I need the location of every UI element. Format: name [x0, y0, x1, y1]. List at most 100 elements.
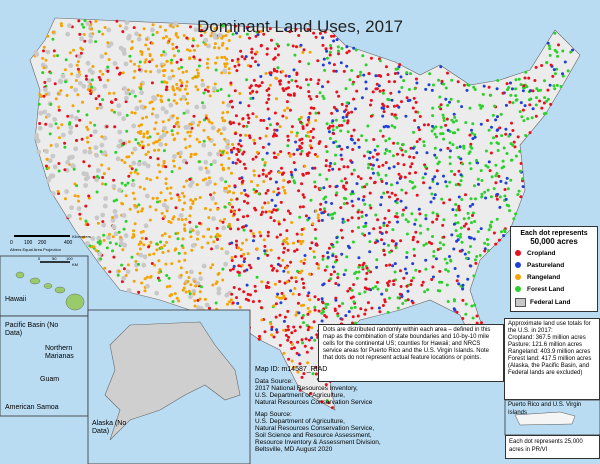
land-use-dot	[309, 198, 313, 202]
land-use-dot	[297, 311, 301, 315]
land-use-dot	[264, 72, 268, 75]
land-use-dot	[199, 285, 203, 289]
land-use-dot	[393, 80, 397, 84]
land-use-dot	[259, 29, 263, 33]
land-use-dot	[101, 222, 107, 228]
land-use-dot	[438, 289, 442, 293]
land-use-dot	[400, 100, 403, 104]
land-use-dot	[454, 119, 458, 123]
land-use-dot	[335, 236, 339, 240]
land-use-dot	[456, 128, 460, 132]
land-use-dot	[414, 110, 418, 114]
land-use-dot	[525, 85, 529, 89]
land-use-dot	[391, 228, 395, 232]
land-use-dot	[182, 185, 186, 189]
land-use-dot	[203, 159, 209, 165]
land-use-dot	[286, 328, 290, 332]
land-use-dot	[279, 301, 283, 305]
land-use-dot	[468, 204, 472, 208]
land-use-dot	[466, 211, 470, 215]
land-use-dot	[495, 128, 499, 132]
land-use-dot	[323, 207, 326, 211]
land-use-dot	[353, 272, 357, 276]
land-use-dot	[270, 328, 274, 331]
land-use-dot	[169, 221, 173, 225]
land-use-dot	[342, 220, 346, 224]
land-use-dot	[433, 132, 437, 136]
land-use-dot	[339, 228, 343, 232]
land-use-dot	[350, 172, 354, 176]
land-use-dot	[82, 25, 86, 29]
land-use-dot	[158, 142, 164, 147]
land-use-dot	[286, 144, 290, 148]
land-use-dot	[170, 58, 174, 62]
land-use-dot	[242, 215, 245, 219]
land-use-dot	[226, 110, 229, 114]
land-use-dot	[425, 151, 429, 155]
land-use-dot	[38, 122, 42, 125]
land-use-dot	[188, 220, 192, 224]
land-use-dot	[518, 169, 522, 173]
land-use-dot	[410, 212, 414, 216]
land-use-dot	[329, 161, 333, 165]
map-source-line: Resource Inventory & Assessment Division…	[255, 439, 381, 446]
land-use-dot	[375, 82, 379, 86]
land-use-dot	[514, 154, 518, 158]
land-use-dot	[390, 98, 394, 102]
land-use-dot	[332, 34, 336, 38]
land-use-dot	[89, 134, 93, 138]
land-use-dot	[340, 123, 344, 127]
land-use-dot	[162, 50, 166, 54]
land-use-dot	[221, 101, 225, 105]
land-use-dot	[295, 73, 299, 76]
land-use-dot	[504, 132, 508, 136]
land-use-dot	[384, 230, 388, 234]
land-use-dot	[401, 153, 405, 157]
land-use-dot	[399, 199, 403, 203]
land-use-dot	[392, 283, 396, 286]
land-use-dot	[164, 182, 168, 185]
land-use-dot	[331, 245, 335, 249]
land-use-dot	[195, 230, 201, 236]
land-use-dot	[242, 260, 246, 263]
land-use-dot	[262, 238, 266, 242]
land-use-dot	[352, 283, 356, 287]
land-use-dot	[121, 213, 127, 218]
land-use-dot	[188, 177, 192, 181]
land-use-dot	[283, 191, 287, 195]
land-use-dot	[375, 265, 379, 269]
land-use-dot	[295, 148, 299, 152]
land-use-dot	[162, 149, 166, 153]
land-use-dot	[98, 78, 102, 82]
land-use-dot	[290, 221, 294, 224]
land-use-dot	[218, 219, 222, 223]
land-use-dot	[317, 309, 321, 313]
land-use-dot	[102, 238, 106, 242]
land-use-dot	[237, 150, 241, 154]
land-use-dot	[150, 58, 154, 62]
land-use-dot	[469, 245, 472, 248]
land-use-dot	[266, 230, 270, 234]
land-use-dot	[495, 197, 499, 201]
land-use-dot	[449, 97, 453, 101]
land-use-dot	[277, 44, 280, 48]
land-use-dot	[298, 239, 302, 243]
land-use-dot	[275, 328, 279, 332]
land-use-dot	[51, 30, 55, 34]
land-use-dot	[384, 288, 388, 292]
land-use-dot	[521, 108, 525, 112]
land-use-dot	[369, 56, 373, 60]
land-use-dot	[316, 82, 320, 86]
land-use-dot	[492, 136, 495, 140]
land-use-dot	[149, 275, 152, 279]
land-use-dot	[235, 243, 238, 247]
land-use-dot	[383, 298, 387, 302]
land-use-dot	[309, 130, 313, 133]
land-use-dot	[277, 222, 281, 226]
land-use-dot	[230, 241, 234, 245]
land-use-dot	[216, 151, 221, 157]
land-use-dot	[160, 64, 164, 68]
land-use-dot	[236, 227, 240, 231]
land-use-dot	[197, 64, 201, 68]
land-use-dot	[272, 67, 276, 71]
